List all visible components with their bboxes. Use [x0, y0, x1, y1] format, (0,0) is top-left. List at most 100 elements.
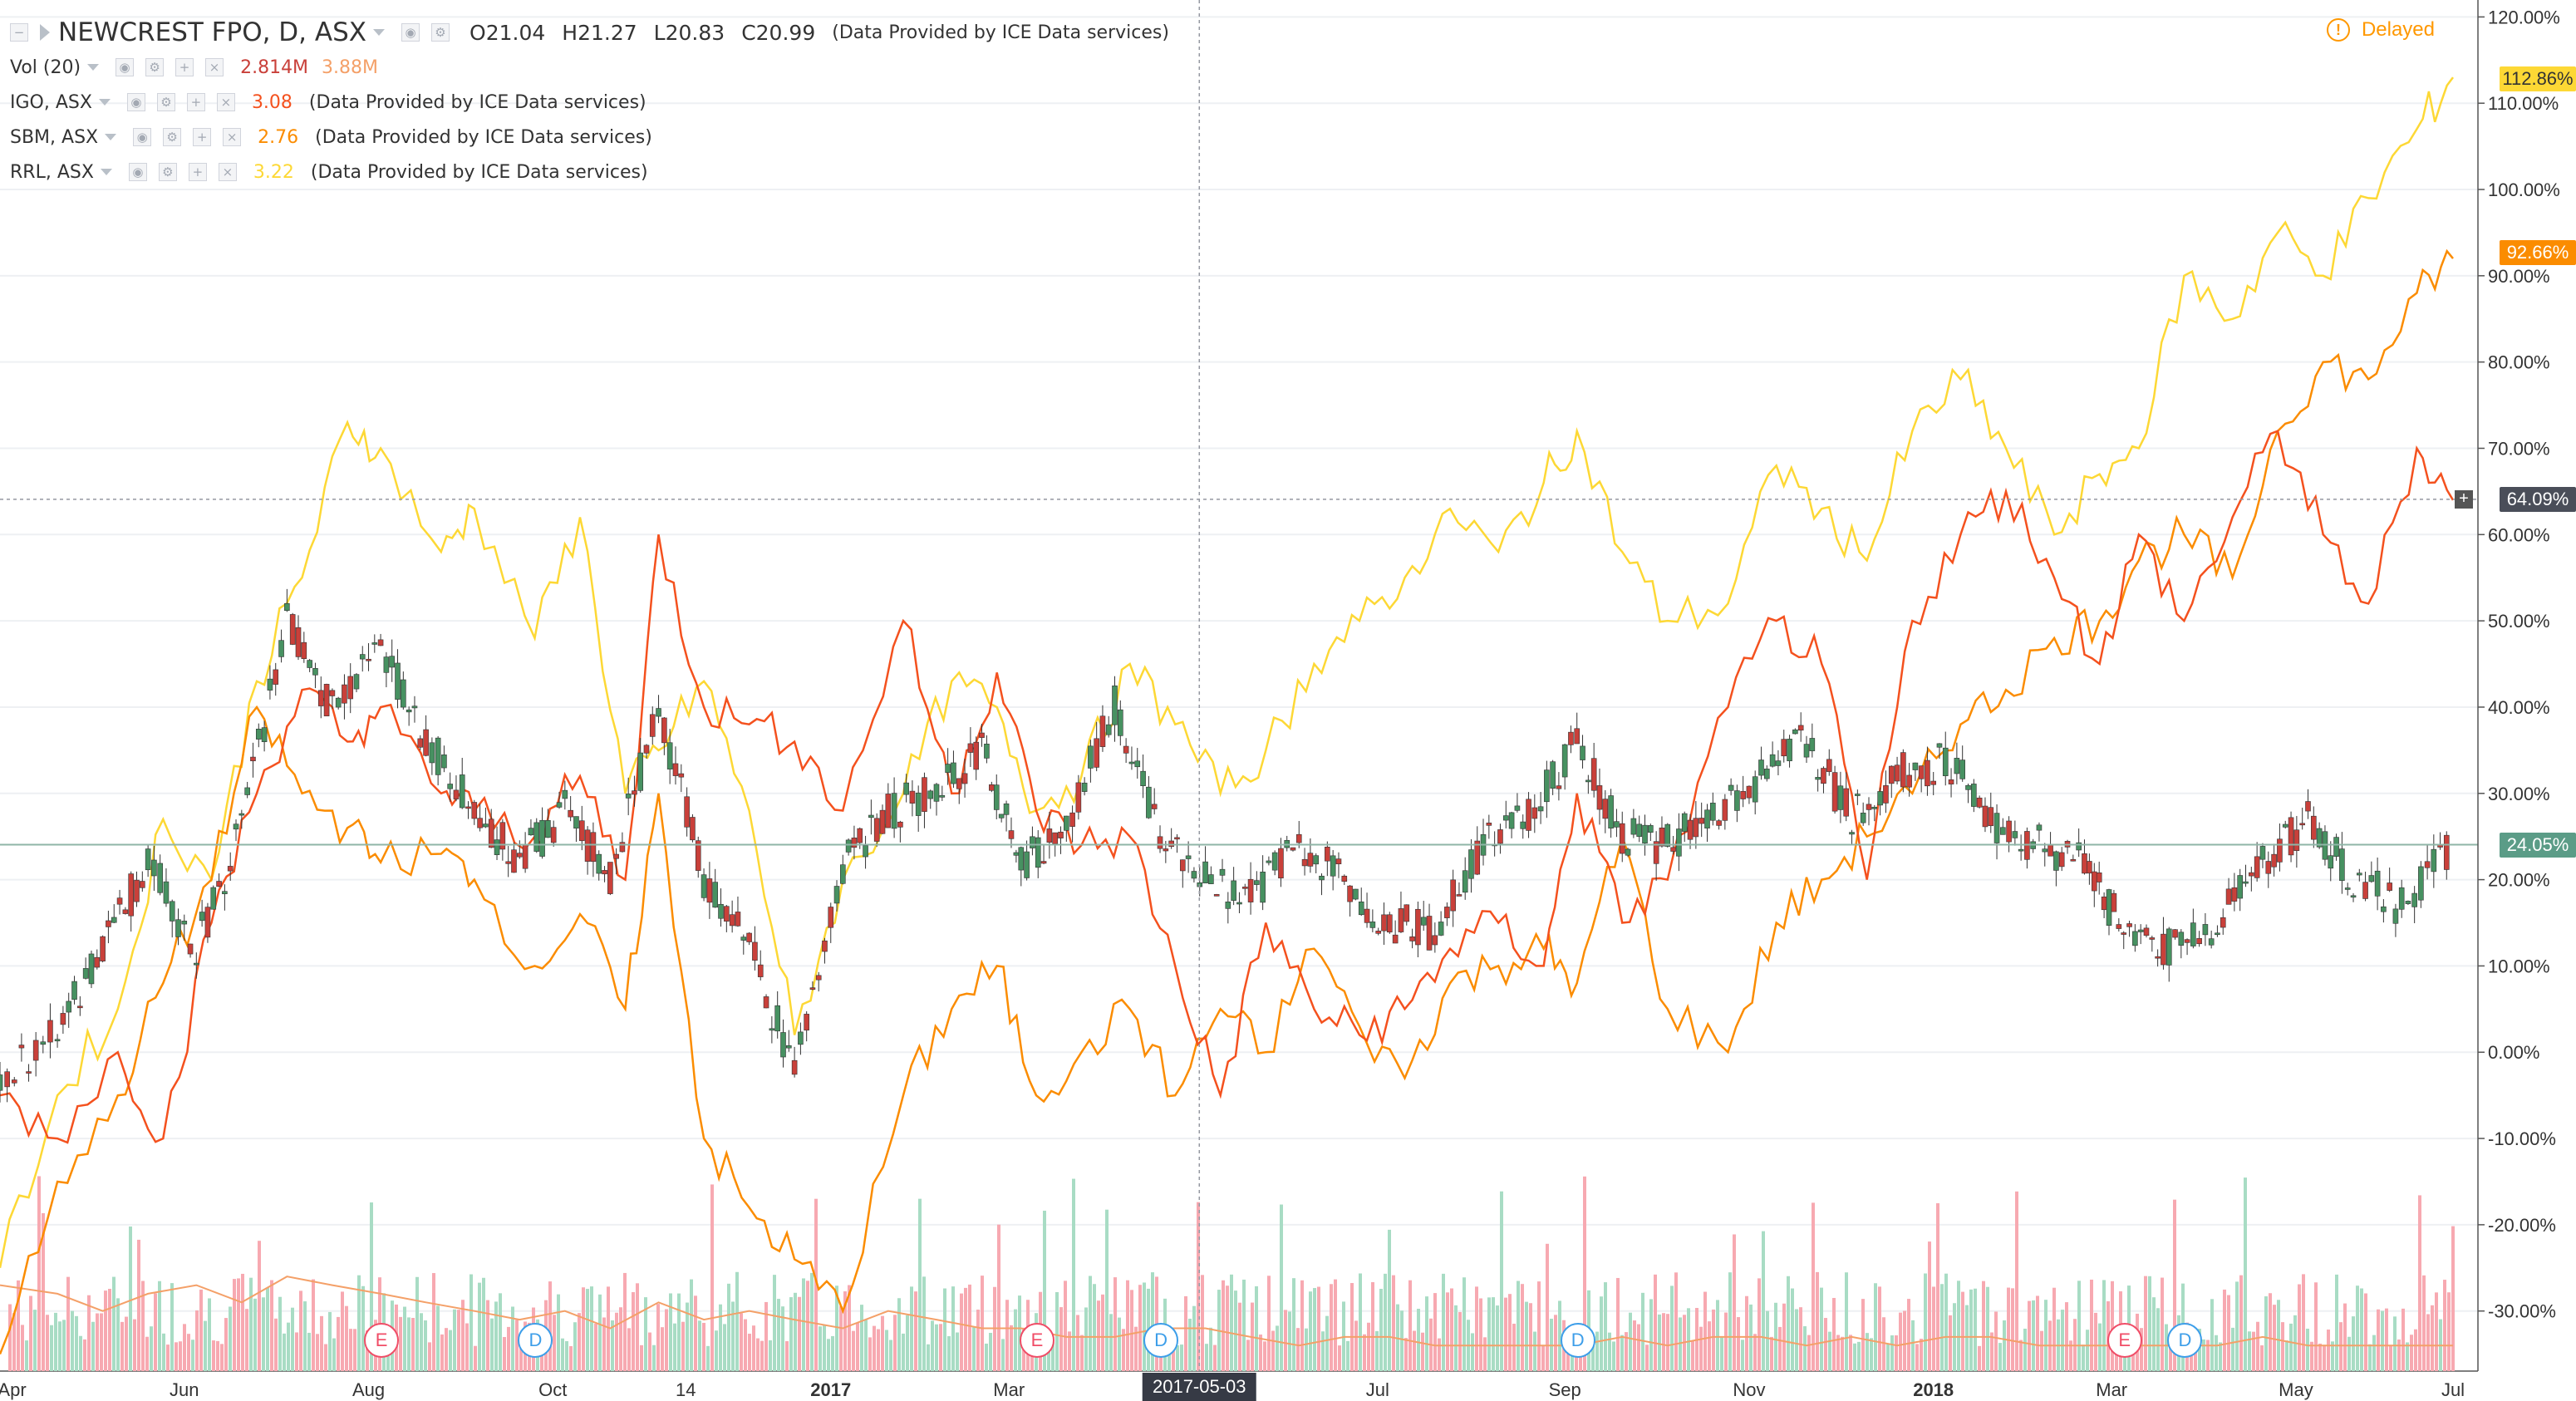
- gear-icon[interactable]: ⚙: [158, 163, 177, 181]
- earnings-marker[interactable]: E: [2107, 1323, 2142, 1358]
- collapse-icon[interactable]: −: [10, 23, 28, 42]
- earnings-marker[interactable]: E: [364, 1323, 400, 1358]
- plus-icon[interactable]: +: [175, 58, 194, 76]
- candle-down: [815, 975, 822, 981]
- close-icon[interactable]: ×: [205, 58, 224, 76]
- volume-bar: [324, 1344, 327, 1371]
- y-tick-label: 120.00%: [2488, 7, 2560, 27]
- candle-down: [1687, 819, 1694, 840]
- volume-bar: [1105, 1209, 1109, 1371]
- close-icon[interactable]: ×: [223, 128, 242, 146]
- compare-name[interactable]: RRL, ASX: [10, 161, 94, 183]
- candle-down: [1602, 799, 1609, 819]
- candle-up: [939, 794, 946, 798]
- delayed-badge[interactable]: ! Delayed: [2326, 18, 2435, 42]
- candle-up: [1313, 855, 1320, 865]
- candle-up: [1018, 847, 1025, 871]
- add-plus-icon[interactable]: +: [2455, 489, 2473, 509]
- gear-icon[interactable]: ⚙: [163, 128, 182, 146]
- dividend-marker[interactable]: D: [518, 1323, 553, 1358]
- volume-bar: [2028, 1300, 2031, 1371]
- candle-down: [1821, 768, 1826, 784]
- chevron-down-icon[interactable]: [373, 29, 386, 36]
- volume-bar: [573, 1322, 577, 1371]
- candle-down: [465, 806, 471, 809]
- gear-icon[interactable]: ⚙: [431, 23, 450, 42]
- volume-bar: [2111, 1281, 2114, 1371]
- eye-icon[interactable]: ◉: [128, 163, 147, 181]
- candle-down: [2220, 917, 2226, 928]
- eye-icon[interactable]: ◉: [116, 58, 135, 76]
- volume-bar: [1487, 1297, 1491, 1371]
- candle-down: [1653, 841, 1659, 864]
- ohlc-open: O21.04: [469, 20, 546, 45]
- volume-bar: [507, 1326, 510, 1371]
- flag-icon[interactable]: [40, 24, 50, 41]
- volume-bar: [997, 1224, 1000, 1371]
- dividend-marker[interactable]: D: [1143, 1323, 1179, 1358]
- compare-name[interactable]: SBM, ASX: [10, 126, 99, 148]
- dividend-marker[interactable]: D: [2167, 1323, 2203, 1358]
- plus-icon[interactable]: +: [186, 93, 205, 111]
- candle-down: [1381, 914, 1387, 932]
- plus-icon[interactable]: +: [193, 128, 212, 146]
- close-icon[interactable]: ×: [216, 93, 235, 111]
- candle-down: [2172, 929, 2178, 938]
- volume-bar: [96, 1313, 99, 1371]
- volume-bar: [1703, 1291, 1707, 1371]
- volume-bar: [902, 1333, 905, 1371]
- volume-bar: [1417, 1309, 1420, 1371]
- candle-down: [1574, 728, 1581, 745]
- eye-icon[interactable]: ◉: [133, 128, 152, 146]
- eye-icon[interactable]: ◉: [401, 23, 420, 42]
- candle-down: [2096, 873, 2102, 882]
- eye-icon[interactable]: ◉: [126, 93, 145, 111]
- volume-bar: [565, 1340, 568, 1371]
- volume-bar: [1986, 1286, 1989, 1371]
- chevron-down-icon[interactable]: [105, 134, 117, 140]
- earnings-marker[interactable]: E: [1019, 1323, 1054, 1358]
- candle-down: [678, 773, 685, 778]
- volume-bar: [1749, 1304, 1753, 1371]
- volume-bar: [2435, 1292, 2438, 1371]
- volume-bar: [856, 1323, 859, 1371]
- candle-up: [1561, 744, 1568, 778]
- volume-bar: [1126, 1280, 1129, 1371]
- volume-bar: [2032, 1300, 2035, 1371]
- dividend-marker[interactable]: D: [1560, 1323, 1595, 1358]
- volume-bar: [2015, 1191, 2018, 1371]
- compare-name[interactable]: IGO, ASX: [10, 91, 92, 113]
- candle-up: [1105, 724, 1112, 735]
- volume-bar: [133, 1319, 136, 1371]
- chevron-down-icon[interactable]: [87, 64, 100, 71]
- plus-icon[interactable]: +: [188, 163, 207, 181]
- gear-icon[interactable]: ⚙: [156, 93, 175, 111]
- chevron-down-icon[interactable]: [100, 169, 112, 175]
- candle-down: [2155, 956, 2161, 959]
- volume-bar: [145, 1336, 149, 1371]
- candle-down: [1168, 840, 1174, 848]
- volume-bar: [420, 1313, 423, 1371]
- volume-bar: [125, 1316, 128, 1371]
- volume-bar: [1296, 1328, 1300, 1371]
- volume-bar: [1828, 1331, 1831, 1371]
- volume-bar: [1915, 1344, 1919, 1371]
- volume-bar: [291, 1307, 294, 1371]
- volume-name[interactable]: Vol (20): [10, 57, 81, 78]
- volume-bar: [669, 1293, 672, 1371]
- volume-bar: [1350, 1283, 1354, 1371]
- symbol-name[interactable]: NEWCREST FPO, D, ASX: [58, 17, 367, 47]
- volume-bar: [1197, 1202, 1200, 1371]
- volume-bar: [183, 1324, 186, 1371]
- close-icon[interactable]: ×: [218, 163, 237, 181]
- candle-up: [1330, 855, 1336, 877]
- candle-up: [1734, 790, 1740, 811]
- gear-icon[interactable]: ⚙: [145, 58, 165, 76]
- candle-down: [643, 745, 650, 754]
- candle-down: [1925, 759, 1930, 787]
- chevron-down-icon[interactable]: [98, 99, 111, 106]
- candle-up: [596, 853, 602, 874]
- volume-bar: [224, 1318, 228, 1371]
